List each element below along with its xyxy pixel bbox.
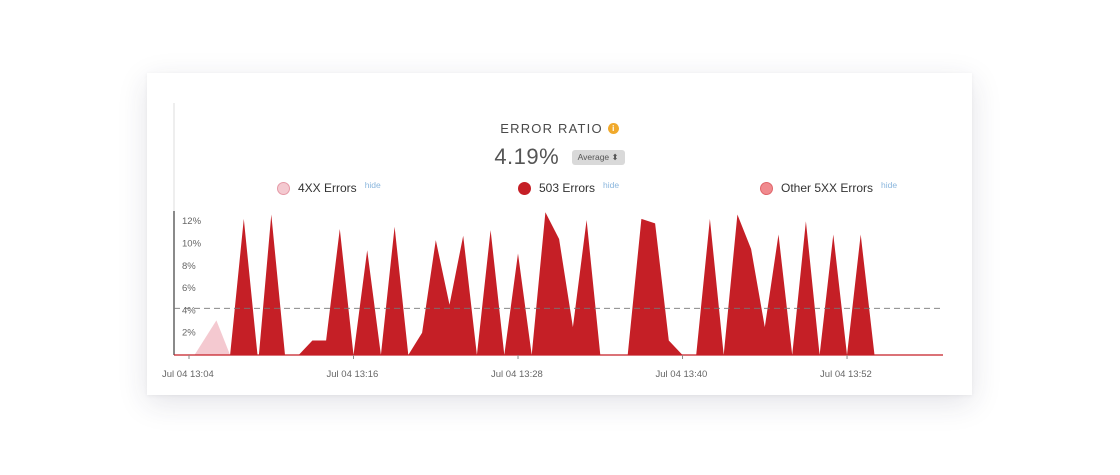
y-tick-label: 8% xyxy=(182,261,196,272)
legend-label-other-5xx: Other 5XX Errors xyxy=(781,181,874,195)
hide-link-other-5xx[interactable]: hide xyxy=(881,180,898,190)
error-ratio-card: ERROR RATIO i 4.19% Average ⬍ 4XX Errors … xyxy=(147,73,972,395)
legend-item-503: 503 Errors hide xyxy=(518,179,619,197)
legend-swatch-other-5xx xyxy=(760,181,773,195)
y-tick-label: 4% xyxy=(182,305,196,316)
legend-item-4xx: 4XX Errors hide xyxy=(277,179,381,197)
y-tick-label: 2% xyxy=(182,328,196,339)
aggregation-select[interactable]: Average ⬍ xyxy=(571,149,625,165)
chart-title-text: ERROR RATIO xyxy=(500,121,603,136)
metric-value-row: 4.19% Average ⬍ xyxy=(147,144,972,170)
legend-label-4xx: 4XX Errors xyxy=(298,181,357,195)
x-tick-label: Jul 04 13:04 xyxy=(162,369,214,380)
series-area-4xx-errors xyxy=(194,320,231,355)
x-tick-label: Jul 04 13:40 xyxy=(656,369,708,380)
x-tick-label: Jul 04 13:52 xyxy=(820,369,872,380)
y-tick-label: 6% xyxy=(182,283,196,294)
error-ratio-chart: 2% 4% 6% 8% 10% 12% Jul 04 13:04 Jul 04 13:16 Ju… xyxy=(162,103,944,380)
legend-swatch-503 xyxy=(518,181,531,195)
aggregation-label: Average xyxy=(577,151,610,162)
y-tick-label: 10% xyxy=(182,238,202,249)
info-icon[interactable]: i xyxy=(607,123,619,134)
x-tick-label: Jul 04 13:28 xyxy=(491,369,543,380)
legend-item-other-5xx: Other 5XX Errors hide xyxy=(760,179,897,197)
series-area-503-errors xyxy=(230,212,944,355)
chart-title: ERROR RATIO i xyxy=(147,121,972,136)
y-tick-label: 12% xyxy=(182,216,202,227)
hide-link-503[interactable]: hide xyxy=(603,180,620,190)
hide-link-4xx[interactable]: hide xyxy=(364,180,381,190)
x-tick-label: Jul 04 13:16 xyxy=(327,369,379,380)
select-caret-icon: ⬍ xyxy=(611,151,619,162)
metric-value: 4.19% xyxy=(494,144,560,169)
legend-swatch-4xx xyxy=(277,181,290,195)
legend-label-503: 503 Errors xyxy=(539,181,596,195)
